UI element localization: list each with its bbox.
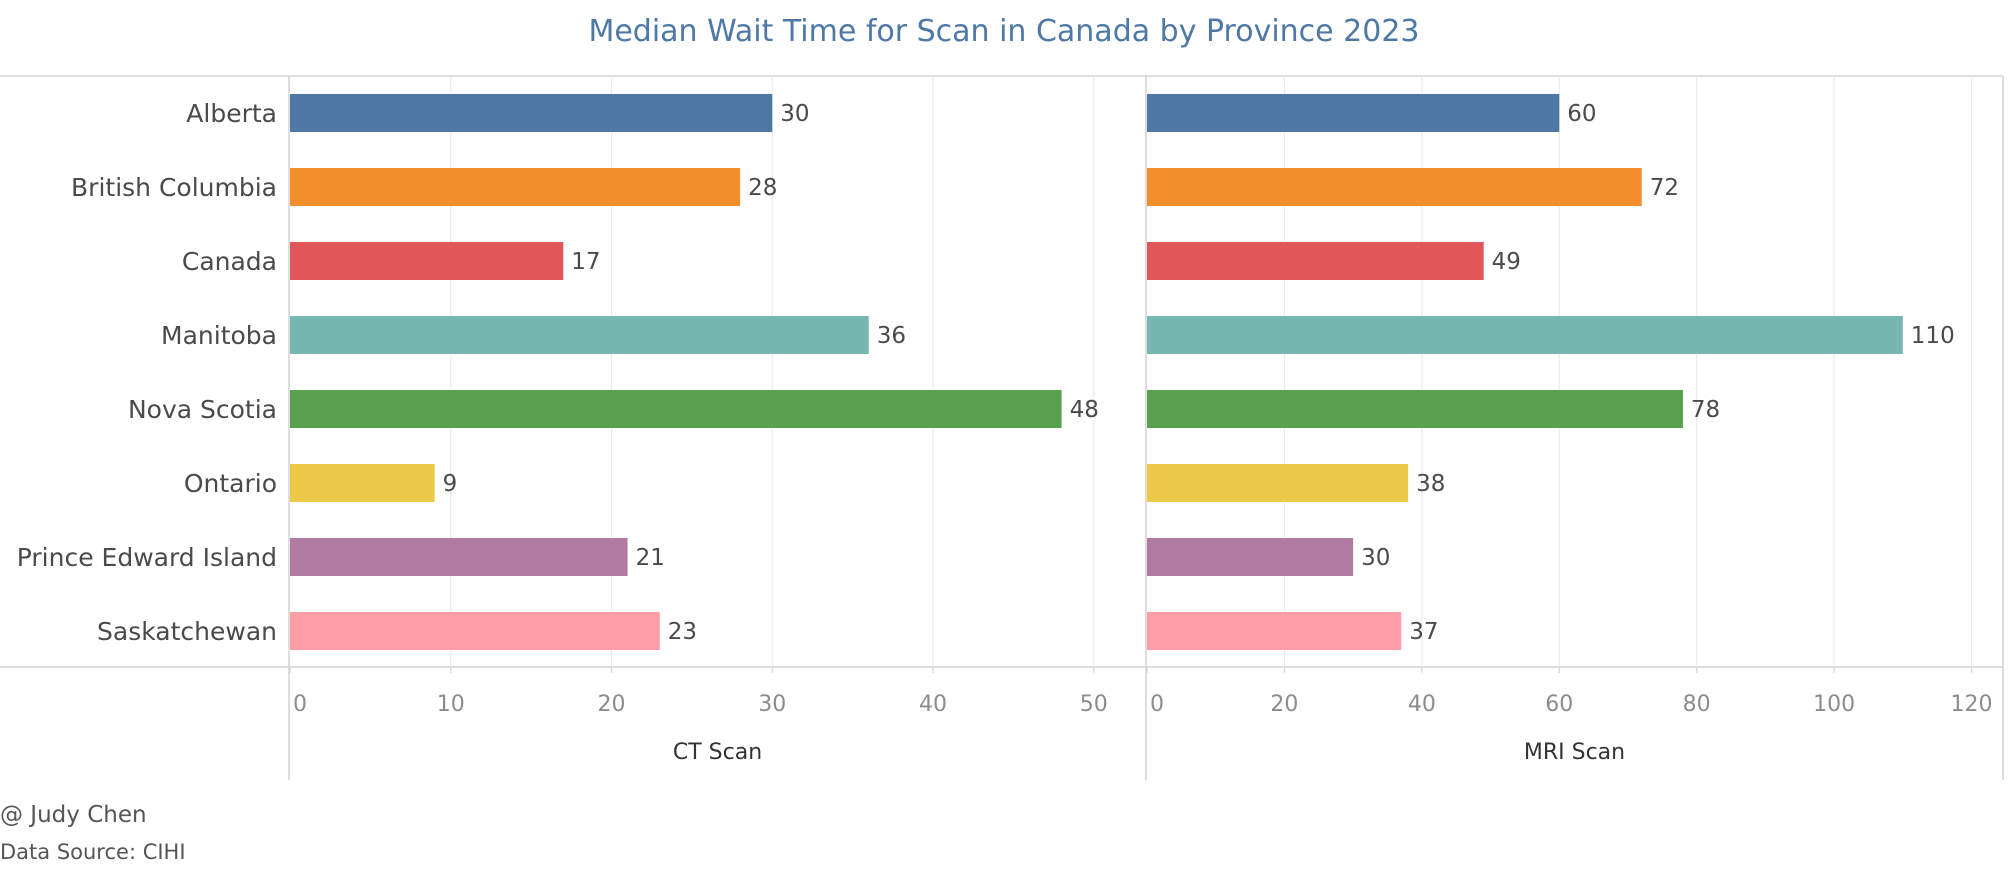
category-label-nova-scotia: Nova Scotia xyxy=(128,395,277,424)
ct-scan-tick-label-50: 50 xyxy=(1080,692,1108,717)
ct-scan-bar-prince-edward-island xyxy=(290,538,628,576)
mri-scan-tick-label-100: 100 xyxy=(1813,692,1855,717)
ct-scan-value-label-manitoba: 36 xyxy=(877,323,906,349)
mri-scan-axis-title: MRI Scan xyxy=(1524,740,1625,765)
mri-scan-value-label-british-columbia: 72 xyxy=(1650,175,1679,201)
ct-scan-bar-nova-scotia xyxy=(290,390,1062,428)
ct-scan-bar-saskatchewan xyxy=(290,612,660,650)
ct-scan-bar-ontario xyxy=(290,464,435,502)
category-label-saskatchewan: Saskatchewan xyxy=(97,617,277,646)
category-label-alberta: Alberta xyxy=(186,99,277,128)
mri-scan-value-label-nova-scotia: 78 xyxy=(1691,397,1720,423)
mri-scan-tick-label-20: 20 xyxy=(1270,692,1298,717)
mri-scan-bar-saskatchewan xyxy=(1147,612,1402,650)
mri-scan-value-label-manitoba: 110 xyxy=(1911,323,1955,349)
mri-scan-value-label-canada: 49 xyxy=(1492,249,1521,275)
ct-scan-bar-canada xyxy=(290,242,564,280)
ct-scan-tick-label-10: 10 xyxy=(437,692,465,717)
mri-scan-tick-label-120: 120 xyxy=(1951,692,1993,717)
ct-scan-value-label-alberta: 30 xyxy=(780,101,809,127)
ct-scan-value-label-prince-edward-island: 21 xyxy=(636,545,665,571)
ct-scan-bar-manitoba xyxy=(290,316,869,354)
category-label-british-columbia: British Columbia xyxy=(71,173,277,202)
mri-scan-bar-prince-edward-island xyxy=(1147,538,1354,576)
mri-scan-bar-british-columbia xyxy=(1147,168,1642,206)
mri-scan-bar-alberta xyxy=(1147,94,1560,132)
mri-scan-bar-manitoba xyxy=(1147,316,1903,354)
mri-scan-value-label-prince-edward-island: 30 xyxy=(1361,545,1390,571)
category-label-prince-edward-island: Prince Edward Island xyxy=(17,543,277,572)
data-source: Data Source: CIHI xyxy=(0,840,186,864)
ct-scan-bar-alberta xyxy=(290,94,773,132)
mri-scan-value-label-ontario: 38 xyxy=(1416,471,1445,497)
author-credit: @ Judy Chen xyxy=(0,802,147,828)
ct-scan-value-label-british-columbia: 28 xyxy=(748,175,777,201)
category-label-canada: Canada xyxy=(182,247,277,276)
ct-scan-value-label-canada: 17 xyxy=(571,249,600,275)
ct-scan-tick-label-30: 30 xyxy=(758,692,786,717)
mri-scan-tick-label-40: 40 xyxy=(1408,692,1436,717)
mri-scan-tick-label-80: 80 xyxy=(1683,692,1711,717)
ct-scan-tick-label-40: 40 xyxy=(919,692,947,717)
category-label-manitoba: Manitoba xyxy=(161,321,277,350)
ct-scan-tick-label-20: 20 xyxy=(598,692,626,717)
ct-scan-bar-british-columbia xyxy=(290,168,741,206)
ct-scan-value-label-nova-scotia: 48 xyxy=(1070,397,1099,423)
chart-title: Median Wait Time for Scan in Canada by P… xyxy=(588,14,1420,49)
ct-scan-value-label-ontario: 9 xyxy=(443,471,458,497)
mri-scan-tick-label-60: 60 xyxy=(1545,692,1573,717)
ct-scan-tick-label-0: 0 xyxy=(293,692,307,717)
mri-scan-bar-nova-scotia xyxy=(1147,390,1683,428)
category-label-ontario: Ontario xyxy=(184,469,277,498)
mri-scan-bar-ontario xyxy=(1147,464,1409,502)
ct-scan-value-label-saskatchewan: 23 xyxy=(668,619,697,645)
mri-scan-value-label-saskatchewan: 37 xyxy=(1409,619,1438,645)
ct-scan-axis-title: CT Scan xyxy=(673,740,762,765)
mri-scan-bar-canada xyxy=(1147,242,1484,280)
bar-chart: Alberta British Columbia Canada Manitoba Nov… xyxy=(0,75,2004,780)
mri-scan-tick-label-0: 0 xyxy=(1150,692,1164,717)
mri-scan-value-label-alberta: 60 xyxy=(1567,101,1596,127)
